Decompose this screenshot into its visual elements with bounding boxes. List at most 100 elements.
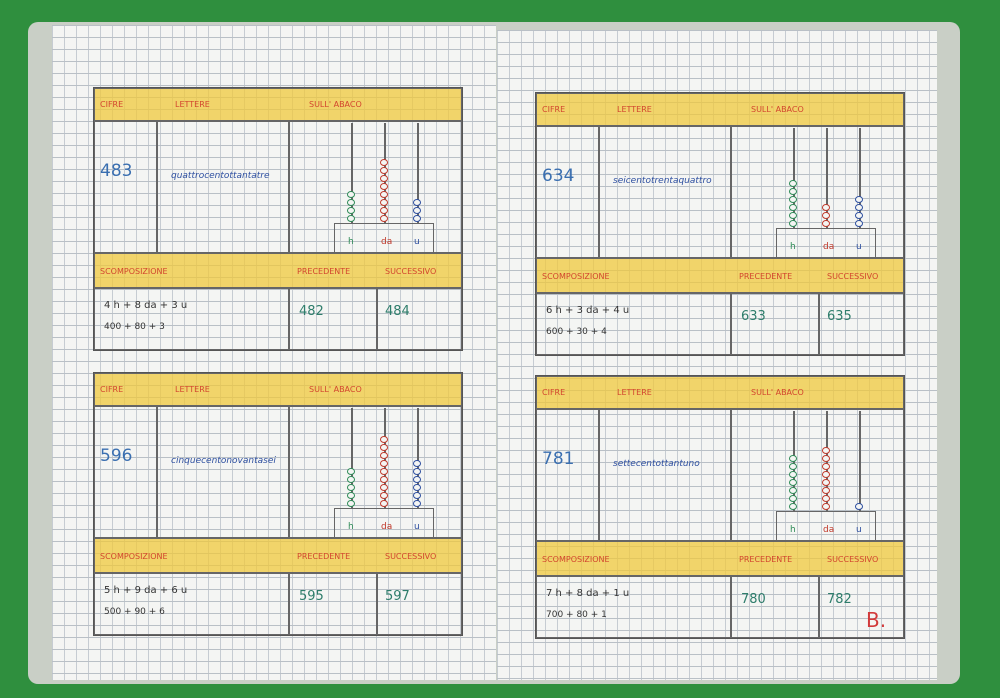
rod-label: h — [348, 237, 354, 247]
abaco-label: SULL' ABACO — [309, 100, 362, 109]
rod-label: u — [414, 237, 420, 247]
bead — [822, 447, 830, 454]
bead — [347, 199, 355, 206]
cifre-label: CIFRE — [100, 385, 124, 394]
header-row — [94, 253, 462, 288]
next: 597 — [385, 589, 410, 604]
cell — [157, 406, 289, 538]
bead — [380, 207, 388, 214]
bead — [347, 191, 355, 198]
bead — [789, 212, 797, 219]
bead — [822, 471, 830, 478]
lettere-label: LETTERE — [175, 385, 210, 394]
next: 484 — [385, 304, 410, 319]
bead — [789, 455, 797, 462]
abacus-base — [776, 511, 876, 541]
bead — [822, 455, 830, 462]
cell — [289, 573, 377, 635]
bead — [413, 207, 421, 214]
cell — [819, 293, 904, 355]
bead — [855, 220, 863, 227]
bead — [413, 199, 421, 206]
bead — [789, 471, 797, 478]
bead — [822, 212, 830, 219]
decomposition: 6 h + 3 da + 4 u — [546, 305, 630, 316]
scomposizione-label: SCOMPOSIZIONE — [542, 272, 610, 281]
scomposizione-label: SCOMPOSIZIONE — [542, 555, 610, 564]
abacus-rod — [413, 408, 421, 508]
rod-label: h — [790, 242, 796, 252]
bead — [855, 204, 863, 211]
abacus-base — [334, 508, 434, 538]
words: seicentotrentaquattro — [613, 176, 712, 186]
abacus-rod — [789, 128, 797, 228]
bead — [380, 183, 388, 190]
rod-label: da — [381, 522, 393, 532]
bead — [380, 175, 388, 182]
cell — [94, 406, 157, 538]
header-row — [536, 376, 904, 409]
bead — [822, 479, 830, 486]
cell — [94, 121, 157, 253]
cell — [536, 293, 731, 355]
bead — [789, 479, 797, 486]
digits: 781 — [542, 449, 575, 469]
bead — [822, 204, 830, 211]
bead — [789, 495, 797, 502]
cell — [289, 288, 377, 350]
words: cinquecentonovantasei — [171, 456, 276, 466]
cell — [731, 293, 819, 355]
header-row — [536, 541, 904, 576]
bead — [380, 199, 388, 206]
next: 635 — [827, 309, 852, 324]
rod-label: u — [856, 242, 862, 252]
bead — [789, 204, 797, 211]
rod-label: u — [414, 522, 420, 532]
previous: 482 — [299, 304, 324, 319]
bead — [822, 495, 830, 502]
decomposition: 600 + 30 + 4 — [546, 327, 607, 337]
bead — [380, 215, 388, 222]
number-card: CIFRE LETTERE SULL' ABACO SCOMPOSIZIONE PREC… — [535, 92, 905, 356]
bead — [822, 220, 830, 227]
rod-label: da — [381, 237, 393, 247]
bead — [789, 180, 797, 187]
bead — [380, 492, 388, 499]
cell — [536, 126, 599, 258]
bead — [413, 492, 421, 499]
bead — [789, 463, 797, 470]
decomposition: 700 + 80 + 1 — [546, 610, 607, 620]
precedente-label: PRECEDENTE — [739, 555, 793, 564]
decomposition: 4 h + 8 da + 3 u — [104, 300, 188, 311]
header-row — [94, 373, 462, 406]
abacus-rod — [855, 128, 863, 228]
bead — [347, 468, 355, 475]
cell — [157, 121, 289, 253]
cell — [819, 576, 904, 638]
bead — [413, 500, 421, 507]
previous: 780 — [741, 592, 766, 607]
abacus-rod — [855, 411, 863, 511]
abacus-base — [334, 223, 434, 253]
bead — [789, 196, 797, 203]
rod-label: u — [856, 525, 862, 535]
cell — [377, 573, 462, 635]
bead — [380, 444, 388, 451]
cell — [731, 576, 819, 638]
rod-label: da — [823, 525, 835, 535]
bead — [347, 484, 355, 491]
decomposition: 400 + 80 + 3 — [104, 322, 165, 332]
bead — [413, 476, 421, 483]
abacus-base — [776, 228, 876, 258]
bead — [855, 503, 863, 510]
bead — [380, 452, 388, 459]
bead — [380, 191, 388, 198]
cell — [599, 409, 731, 541]
precedente-label: PRECEDENTE — [739, 272, 793, 281]
cell — [536, 409, 599, 541]
decomposition: 7 h + 8 da + 1 u — [546, 588, 630, 599]
scomposizione-label: SCOMPOSIZIONE — [100, 552, 168, 561]
bead — [789, 487, 797, 494]
bead — [347, 476, 355, 483]
